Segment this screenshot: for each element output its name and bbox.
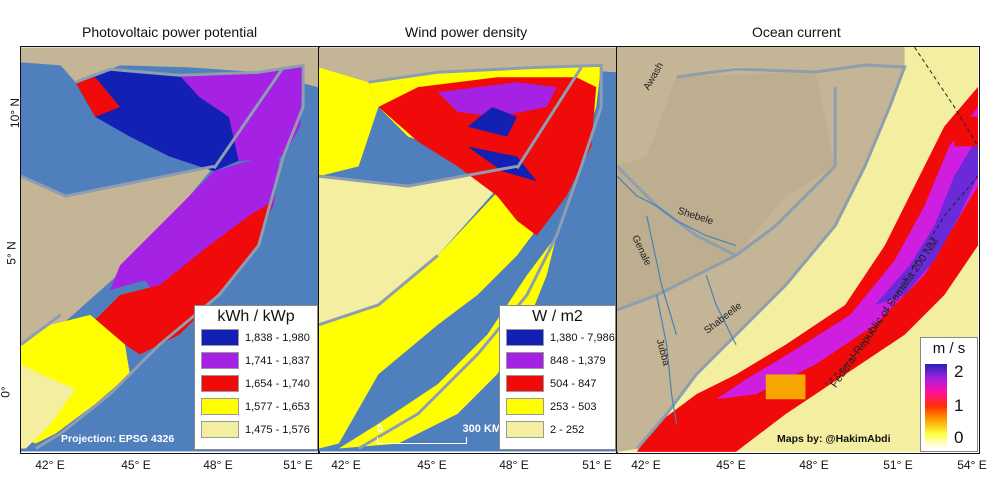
map-panel-ocean: Awash Shebele Genale Shabeelle Jubba Fed…	[616, 46, 980, 454]
pv-legend-row: 1,838 - 1,980	[201, 326, 317, 349]
wind-class-2	[437, 82, 557, 117]
borders	[21, 66, 285, 346]
pv-class-2-south	[110, 151, 281, 300]
wind-legend-label: 848 - 1,379	[550, 354, 606, 367]
wind-legend-row: 253 - 503	[506, 395, 615, 418]
wind-swatch-3	[506, 375, 544, 392]
y-tick-5n: 5° N	[4, 241, 19, 265]
pv-swatch-3	[201, 375, 239, 392]
wind-legend-label: 504 - 847	[550, 377, 597, 390]
pv-swatch-1	[201, 329, 239, 346]
coastline	[357, 63, 603, 450]
coastline	[635, 63, 907, 450]
pv-legend-label: 1,838 - 1,980	[245, 331, 310, 344]
wind-swatch-5	[506, 421, 544, 438]
pv-legend-unit: kWh / kWp	[217, 308, 295, 325]
eez-boundary	[824, 175, 978, 385]
land-shade	[617, 71, 836, 310]
pv-swatch-2	[201, 352, 239, 369]
eez-boundary-north	[914, 47, 978, 147]
wind-legend-unit: W / m2	[532, 308, 583, 325]
scale-bar: 0 300 KM	[377, 423, 501, 444]
x-tick: 42° E	[35, 458, 65, 472]
pv-legend-label: 1,741 - 1,837	[245, 354, 310, 367]
pv-class-2	[179, 65, 304, 162]
x-tick: 51° E	[283, 458, 313, 472]
x-tick: 48° E	[799, 458, 829, 472]
wind-class-1b	[467, 106, 517, 137]
x-tick: 48° E	[203, 458, 233, 472]
current-legend-max: 2	[954, 362, 964, 381]
x-tick: 51° E	[883, 458, 913, 472]
land-north	[21, 47, 318, 88]
current-patch	[765, 374, 806, 400]
pv-legend-row: 1,475 - 1,576	[201, 418, 317, 441]
coastline	[35, 63, 305, 450]
pv-swatch-4	[201, 398, 239, 415]
current-legend: m / s 2 1 0	[920, 337, 978, 452]
current-legend-mid: 1	[954, 396, 964, 415]
x-tick: 42° E	[331, 458, 361, 472]
current-legend-min: 0	[954, 428, 964, 447]
wind-class-1	[467, 146, 537, 182]
map-panel-pv: kWh / kWp 1,838 - 1,980 1,741 - 1,837 1,…	[20, 46, 320, 454]
scale-end: 300 KM	[462, 423, 501, 435]
panel-title-wind: Wind power density	[405, 24, 528, 40]
x-tick: 45° E	[716, 458, 746, 472]
pv-swatch-5	[201, 421, 239, 438]
x-tick: 48° E	[499, 458, 529, 472]
wind-legend-row: 848 - 1,379	[506, 349, 615, 372]
wind-legend: W / m2 1,380 - 7,986 848 - 1,379 504 - 8…	[499, 305, 616, 450]
pv-legend-label: 1,577 - 1,653	[245, 400, 310, 413]
projection-note: Projection: EPSG 4326	[61, 433, 175, 445]
map-panel-wind: 0 300 KM W / m2 1,380 - 7,986 848 - 1,37…	[318, 46, 618, 454]
pv-class-3-south	[90, 200, 274, 355]
pv-legend-row: 1,654 - 1,740	[201, 372, 317, 395]
author-credit: Maps by: @HakimAbdi	[777, 433, 891, 445]
current-colorbar	[925, 364, 947, 448]
y-tick-0: 0°	[0, 386, 13, 398]
wind-legend-label: 1,380 - 7,986	[550, 331, 615, 344]
pv-class-5	[21, 364, 76, 449]
wind-legend-row: 2 - 252	[506, 418, 615, 441]
land-north	[319, 47, 616, 83]
wind-swatch-2	[506, 352, 544, 369]
current-legend-unit: m / s	[932, 340, 966, 357]
panel-title-ocean: Ocean current	[752, 24, 841, 40]
pv-class-3-north	[75, 77, 120, 117]
panel-title-pv: Photovoltaic power potential	[82, 24, 258, 40]
pv-legend-label: 1,654 - 1,740	[245, 377, 310, 390]
wind-legend-row: 1,380 - 7,986	[506, 326, 615, 349]
wind-swatch-1	[506, 329, 544, 346]
x-tick: 54° E	[957, 458, 987, 472]
wind-legend-label: 2 - 252	[550, 423, 585, 436]
pv-legend-label: 1,475 - 1,576	[245, 423, 310, 436]
pv-legend: kWh / kWp 1,838 - 1,980 1,741 - 1,837 1,…	[194, 305, 318, 450]
pv-legend-row: 1,741 - 1,837	[201, 349, 317, 372]
wind-class-4-west	[319, 67, 379, 177]
x-tick: 45° E	[121, 458, 151, 472]
y-tick-10n: 10° N	[8, 97, 23, 129]
ocean-map	[617, 47, 978, 452]
wind-legend-row: 504 - 847	[506, 372, 615, 395]
wind-legend-label: 253 - 503	[550, 400, 597, 413]
scale-start: 0	[377, 423, 384, 435]
x-tick: 42° E	[631, 458, 661, 472]
pv-legend-row: 1,577 - 1,653	[201, 395, 317, 418]
rivers	[617, 175, 737, 425]
current-patch	[954, 116, 978, 147]
borders	[319, 66, 583, 327]
x-tick: 51° E	[582, 458, 612, 472]
wind-swatch-4	[506, 398, 544, 415]
land-interior	[21, 166, 215, 345]
wind-class-5-interior	[319, 166, 517, 325]
pv-map	[21, 47, 318, 452]
x-tick: 45° E	[417, 458, 447, 472]
